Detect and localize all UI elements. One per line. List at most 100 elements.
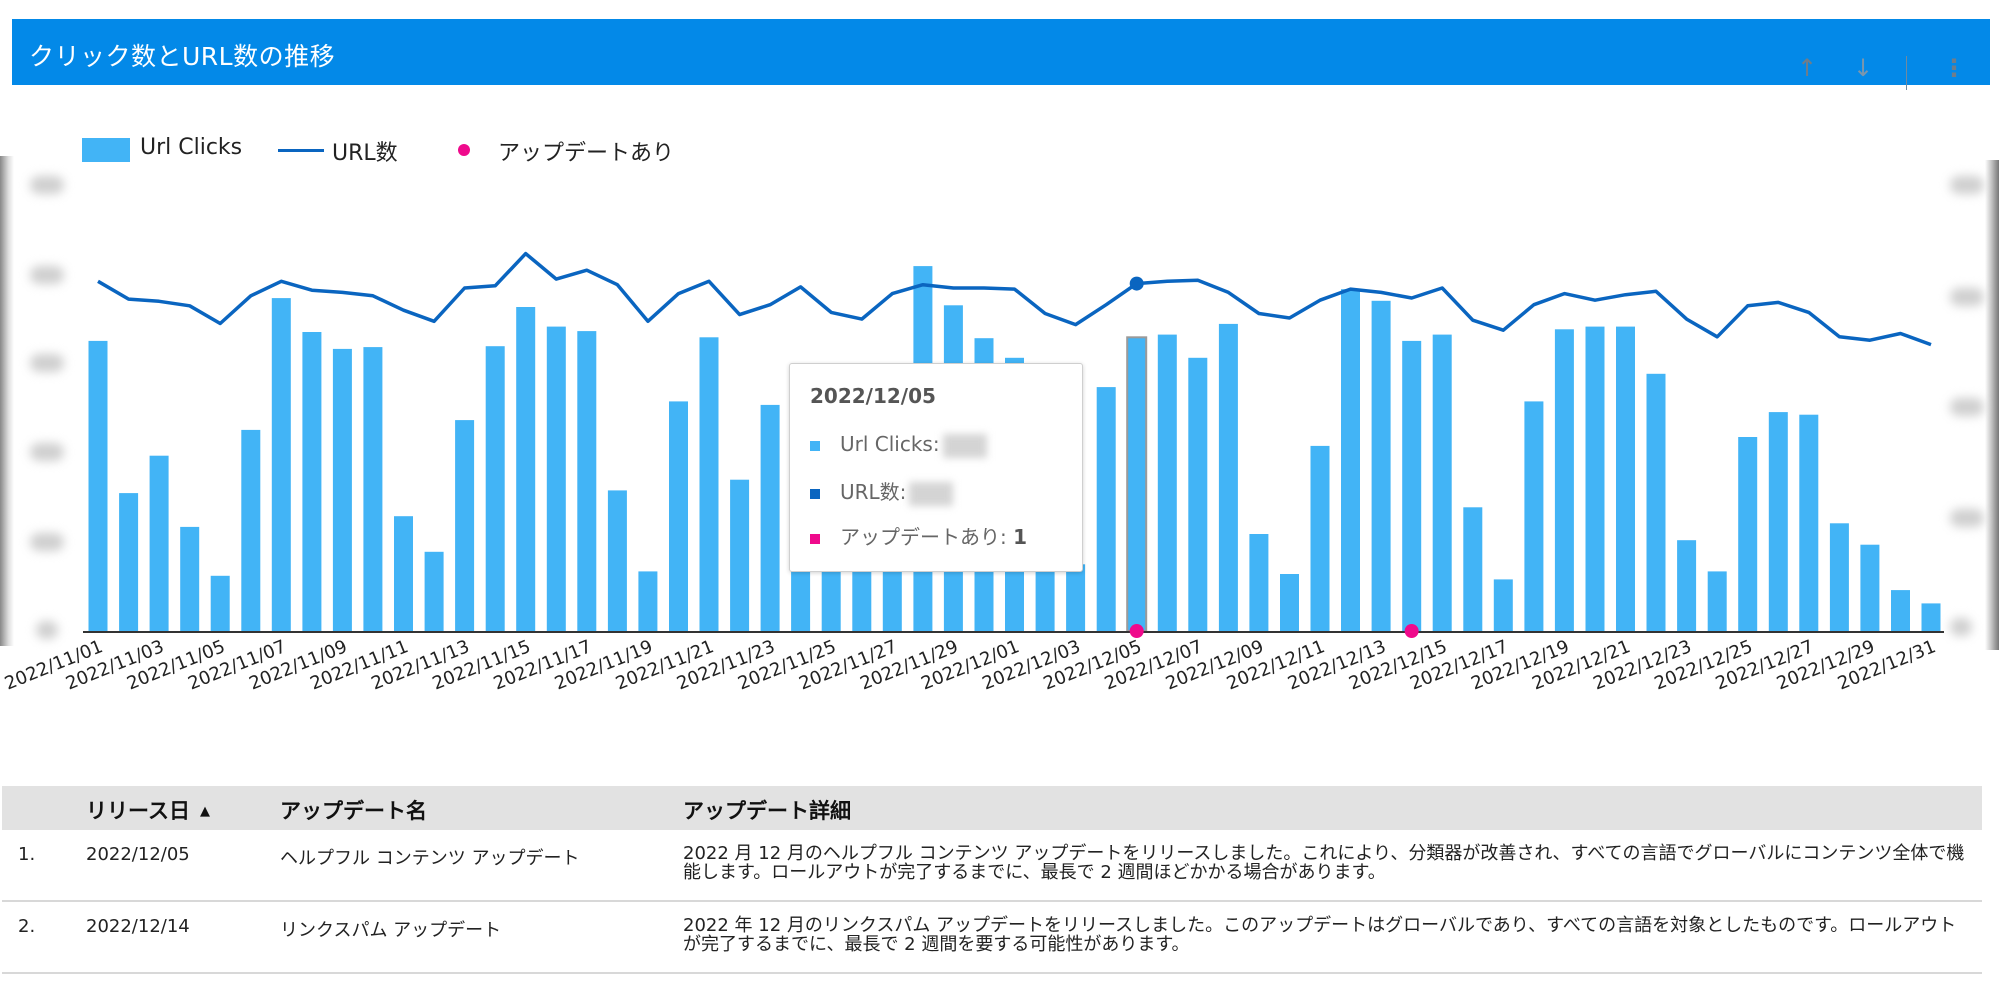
bar-2022/11/06[interactable] <box>241 429 261 631</box>
legend-label: アップデートあり <box>498 141 675 166</box>
bar-2022/12/18[interactable] <box>1524 401 1544 631</box>
bar-2022/12/14[interactable] <box>1402 340 1422 631</box>
column-header-update-detail[interactable]: アップデート詳細 <box>683 799 851 823</box>
row-update-name: リンクスパム アップデート <box>280 920 502 941</box>
bar-2022/12/21[interactable] <box>1616 326 1635 631</box>
bar-2022/12/03[interactable] <box>1066 564 1086 632</box>
bar-2022/12/29[interactable] <box>1860 544 1880 631</box>
bar-highlighted-2022/12/05[interactable] <box>1126 336 1148 632</box>
sort-ascending-icon[interactable]: ▲ <box>199 804 210 819</box>
bar-2022/12/10[interactable] <box>1280 574 1299 631</box>
bar-2022/11/14[interactable] <box>485 346 505 631</box>
right-axis-tick-label-redacted <box>1950 509 1984 527</box>
legend-label: Url Clicks <box>140 135 243 160</box>
row-update-name: ヘルプフル コンテンツ アップデート <box>280 848 580 869</box>
bar-2022/12/11[interactable] <box>1310 445 1330 631</box>
column-header-update-name[interactable]: アップデート名 <box>280 799 427 823</box>
header-divider <box>1906 56 1907 90</box>
update-marker-2022/12/05[interactable] <box>1129 624 1144 638</box>
arrow-down-icon[interactable]: ↓ <box>1853 54 1874 82</box>
update-marker-2022/12/14[interactable] <box>1404 624 1419 638</box>
left-axis-shade <box>0 156 14 646</box>
bar-2022/12/12[interactable] <box>1341 289 1360 631</box>
tooltip-swatch <box>810 488 820 499</box>
bar-2022/11/12[interactable] <box>424 551 444 631</box>
bar-2022/11/10[interactable] <box>363 347 383 631</box>
bar-2022/12/19[interactable] <box>1554 329 1574 631</box>
tooltip-value-redacted <box>942 433 987 458</box>
bar-2022/12/30[interactable] <box>1891 590 1910 631</box>
bar-2022/12/23[interactable] <box>1677 540 1697 631</box>
legend-bar-swatch <box>82 138 130 162</box>
row-index: 2. <box>18 916 36 937</box>
chart-tooltip: 2022/12/05 Url Clicks: URL数: アップデートあり: 1 <box>789 363 1083 572</box>
bar-2022/11/11[interactable] <box>394 516 413 631</box>
bar-2022/12/17[interactable] <box>1493 579 1513 631</box>
bar-2022/12/13[interactable] <box>1371 300 1391 631</box>
bar-2022/11/02[interactable] <box>119 493 139 631</box>
update-markers <box>1129 276 1419 638</box>
bar-2022/12/20[interactable] <box>1585 326 1605 631</box>
left-axis-tick-label-redacted <box>30 266 64 284</box>
row-update-detail: 2022 月 12 月のヘルプフル コンテンツ アップデートをリリースしました。… <box>683 843 1965 883</box>
row-release-date: 2022/12/05 <box>86 844 190 865</box>
combo-chart: 2022/11/012022/11/032022/11/052022/11/07… <box>2 251 1944 695</box>
row-index: 1. <box>18 844 36 865</box>
bar-2022/11/17[interactable] <box>577 331 597 631</box>
bar-2022/11/16[interactable] <box>546 326 566 631</box>
left-axis-tick-label-redacted <box>30 533 64 551</box>
bar-2022/12/22[interactable] <box>1646 373 1666 631</box>
bar-2022/11/07[interactable] <box>271 298 291 631</box>
tooltip-swatch <box>810 533 820 544</box>
legend-label: URL数 <box>332 141 398 166</box>
bar-2022/11/20[interactable] <box>669 401 688 631</box>
more-vert-icon[interactable]: ⋮ <box>1942 54 1966 82</box>
bar-2022/11/15[interactable] <box>516 307 536 631</box>
bar-2022/12/04[interactable] <box>1096 387 1116 631</box>
bar-2022/12/24[interactable] <box>1707 571 1727 631</box>
bar-2022/12/31[interactable] <box>1921 603 1941 631</box>
bar-2022/12/28[interactable] <box>1829 523 1849 631</box>
bar-2022/12/07[interactable] <box>1188 357 1208 631</box>
table-row[interactable]: 1. 2022/12/05 ヘルプフル コンテンツ アップデート 2022 月 … <box>2 830 1982 902</box>
tooltip-row-url-count: URL数: <box>810 476 954 506</box>
arrow-up-icon[interactable]: ↑ <box>1797 54 1818 82</box>
tooltip-date: 2022/12/05 <box>810 384 936 408</box>
tooltip-value-redacted <box>909 481 954 506</box>
bar-2022/11/09[interactable] <box>332 348 352 631</box>
tooltip-label: アップデートあり: <box>840 525 1007 549</box>
table-row[interactable]: 2. 2022/12/14 リンクスパム アップデート 2022 年 12 月の… <box>2 902 1982 974</box>
bar-2022/11/01[interactable] <box>88 340 108 631</box>
bar-2022/11/04[interactable] <box>180 526 200 631</box>
bar-2022/11/18[interactable] <box>607 490 627 631</box>
bar-2022/12/15[interactable] <box>1432 334 1452 631</box>
bar-2022/12/09[interactable] <box>1249 534 1269 631</box>
right-axis-tick-label-redacted <box>1950 176 1984 194</box>
bar-2022/12/08[interactable] <box>1218 323 1238 631</box>
chart-title: クリック数とURL数の推移 <box>29 42 336 71</box>
bar-2022/12/27[interactable] <box>1799 414 1819 631</box>
legend-line-swatch <box>278 149 324 152</box>
bar-2022/12/26[interactable] <box>1768 412 1788 631</box>
tooltip-row-url-clicks: Url Clicks: <box>810 432 987 458</box>
tooltip-label: Url Clicks: <box>840 432 940 456</box>
bar-2022/11/05[interactable] <box>210 575 230 631</box>
bar-2022/11/22[interactable] <box>730 479 750 631</box>
left-axis-tick-label-redacted <box>30 354 64 372</box>
bar-2022/11/13[interactable] <box>455 420 475 631</box>
bar-2022/12/06[interactable] <box>1157 334 1177 631</box>
tooltip-swatch <box>810 440 820 451</box>
bar-2022/12/25[interactable] <box>1738 437 1758 631</box>
line-point-highlighted[interactable] <box>1129 276 1144 291</box>
bar-2022/11/08[interactable] <box>302 332 322 631</box>
bar-2022/11/03[interactable] <box>149 455 169 631</box>
row-update-detail: 2022 年 12 月のリンクスパム アップデートをリリースしました。このアップ… <box>683 915 1957 955</box>
bar-2022/11/19[interactable] <box>638 571 658 631</box>
bar-2022/11/23[interactable] <box>760 404 780 631</box>
chart-header: クリック数とURL数の推移 <box>12 19 1990 85</box>
left-axis-tick-label-redacted <box>36 621 58 639</box>
column-header-release-date[interactable]: リリース日 ▲ <box>86 795 210 825</box>
bar-2022/11/21[interactable] <box>699 337 719 631</box>
bar-2022/12/16[interactable] <box>1463 507 1483 631</box>
right-axis-tick-label-redacted <box>1950 398 1984 416</box>
